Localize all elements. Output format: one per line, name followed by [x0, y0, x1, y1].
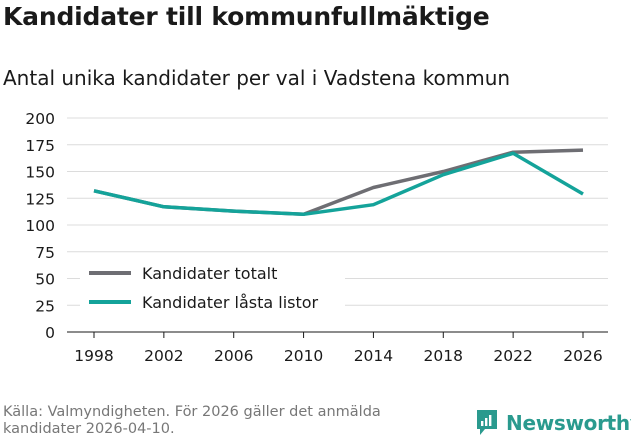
gridlines [67, 117, 608, 306]
y-tick-label: 125 [25, 190, 55, 208]
y-tick-label: 50 [35, 271, 55, 289]
series-line-2 [93, 151, 584, 217]
x-tick-label: 2014 [354, 347, 393, 365]
x-tick-label: 2002 [144, 347, 183, 365]
y-tick-label: 25 [35, 297, 55, 315]
series-line-1 [93, 148, 584, 217]
x-axis: 1998 2002 2006 2010 2014 2018 2022 2026 [67, 331, 608, 365]
y-tick-label: 200 [25, 110, 55, 128]
x-tick-label: 2018 [424, 347, 463, 365]
chart-title: Kandidater till kommunfullmäktige [3, 2, 490, 31]
y-tick-label: 0 [45, 324, 55, 342]
x-tick-label: 2010 [284, 347, 323, 365]
brand-logo: Newsworthy [475, 408, 631, 438]
legend-label: Kandidater totalt [142, 264, 277, 283]
source-note: Källa: Valmyndigheten. För 2026 gäller d… [3, 404, 381, 437]
legend-label: Kandidater låsta listor [142, 293, 319, 312]
chart-subtitle: Antal unika kandidater per val i Vadsten… [3, 66, 511, 90]
series-lines [93, 148, 584, 217]
x-tick-label: 2026 [563, 347, 602, 365]
legend-background [80, 258, 345, 318]
y-tick-label: 75 [35, 244, 55, 262]
x-tick-label: 2006 [214, 347, 253, 365]
line-chart: 0 25 50 75 100 125 150 175 200 1998 2002 2006 2010 2… [25, 110, 608, 365]
newsworthy-logo-icon [477, 410, 497, 435]
y-tick-label: 150 [25, 164, 55, 182]
y-tick-label: 175 [25, 137, 55, 155]
y-axis-ticks: 0 25 50 75 100 125 150 175 200 [25, 110, 55, 342]
x-tick-label: 1998 [74, 347, 113, 365]
x-tick-label: 2022 [493, 347, 532, 365]
y-tick-label: 100 [25, 217, 55, 235]
legend: Kandidater totalt Kandidater låsta listor [80, 258, 345, 318]
brand-name: Newsworthy [506, 411, 631, 435]
